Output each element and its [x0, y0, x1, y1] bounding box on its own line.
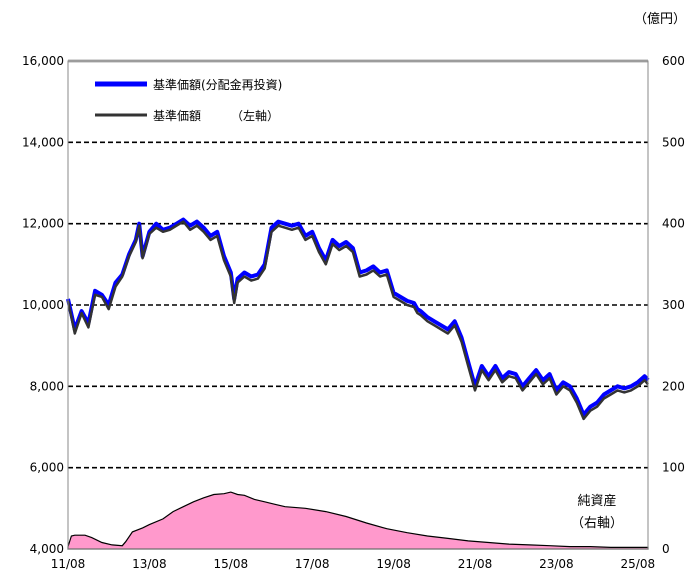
x-tick-label: 25/08: [621, 557, 656, 571]
x-tick-label: 17/08: [295, 557, 330, 571]
left-tick-label: 14,000: [22, 135, 64, 149]
net-assets-area: [67, 491, 649, 550]
right-tick-label: 500: [662, 135, 685, 149]
x-tick-label: 21/08: [458, 557, 493, 571]
left-tick-label: 4,000: [30, 542, 64, 556]
legend-label-nav: 基準価額 （左軸）: [153, 108, 279, 123]
x-tick-label: 15/08: [214, 557, 249, 571]
x-tick-label: 23/08: [539, 557, 574, 571]
right-tick-label: 100: [662, 461, 685, 475]
left-tick-label: 6,000: [30, 461, 64, 475]
left-axis-ticks: 4,000 6,000 8,000 10,000 12,000 14,000 16,000: [22, 54, 64, 556]
right-tick-label: 300: [662, 298, 685, 312]
unit-label: （億円）: [634, 11, 686, 27]
right-tick-label: 600: [662, 54, 685, 68]
left-tick-label: 10,000: [22, 298, 64, 312]
left-tick-label: 8,000: [30, 379, 64, 393]
annotation-net-assets: 純資産: [577, 493, 616, 509]
price-lines: [66, 217, 650, 421]
right-axis-ticks: 0 100 200 300 400 500 600: [662, 54, 685, 556]
series-line-reinvested: [66, 217, 650, 417]
right-tick-label: 0: [662, 542, 670, 556]
left-tick-label: 16,000: [22, 54, 64, 68]
x-axis-ticks: 11/08 13/08 15/08 17/08 19/08 21/08 23/08 25/08: [51, 557, 655, 571]
legend-box: [88, 71, 340, 129]
series-line-nav: [66, 220, 649, 421]
series-net-assets-area: [67, 491, 649, 550]
right-tick-label: 200: [662, 379, 685, 393]
annotation-right-axis: （右軸）: [571, 516, 623, 531]
legend: 基準価額(分配金再投資) 基準価額 （左軸）: [88, 71, 340, 129]
x-tick-label: 11/08: [51, 557, 86, 571]
right-tick-label: 400: [662, 217, 685, 231]
legend-label-reinvested: 基準価額(分配金再投資): [153, 77, 282, 92]
plot-area-frame: [67, 60, 649, 550]
x-tick-label: 13/08: [132, 557, 167, 571]
left-tick-label: 12,000: [22, 217, 64, 231]
x-tick-label: 19/08: [376, 557, 411, 571]
